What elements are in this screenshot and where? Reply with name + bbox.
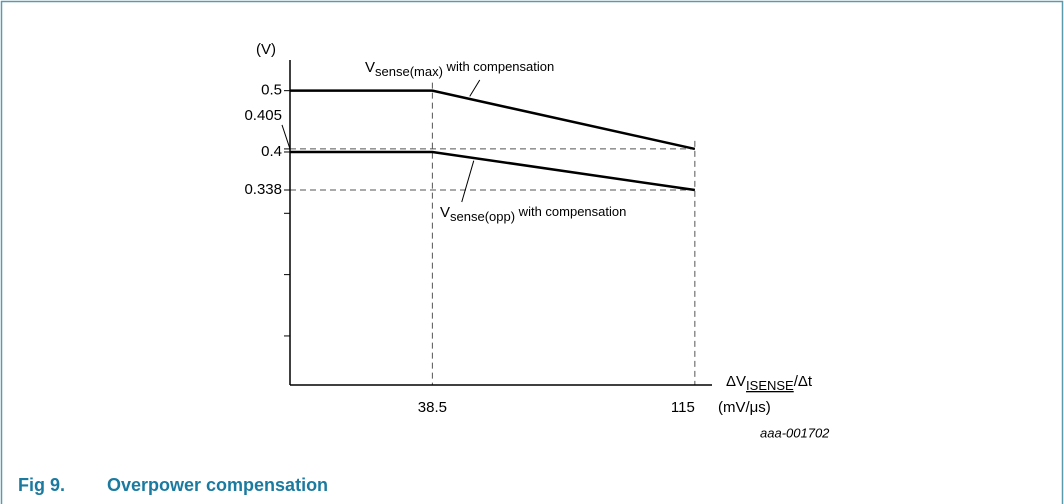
caption-label: Fig 9.	[18, 475, 65, 495]
series-label-sub: sense(max)	[375, 64, 443, 79]
x-tick-label: 38.5	[418, 399, 447, 416]
y-tick-label: 0.338	[244, 181, 282, 198]
x-axis-unit: (mV/μs)	[718, 399, 771, 416]
series-label-main: V	[365, 59, 375, 76]
x-axis-label-main: ΔV	[726, 373, 746, 390]
y-tick-label: 0.5	[261, 82, 282, 99]
series-label-rest: with compensation	[443, 59, 554, 74]
series-label: Vsense(max) with compensation	[365, 59, 554, 79]
series-label-sub: sense(opp)	[450, 209, 515, 224]
series-label: Vsense(opp) with compensation	[440, 204, 626, 224]
x-tick-label: 115	[671, 399, 695, 416]
series-line	[290, 89, 696, 151]
caption-title: Overpower compensation	[107, 475, 328, 495]
x-axis-label-sub: ISENSE	[746, 378, 794, 393]
series-label-rest: with compensation	[515, 204, 626, 219]
x-axis-label: ΔVISENSE/Δt	[726, 373, 813, 393]
label-leader	[461, 160, 475, 203]
y-tick-label: 0.405	[244, 107, 282, 124]
y-axis-label: (V)	[256, 41, 276, 58]
label-leader	[281, 124, 291, 150]
series-label-main: V	[440, 204, 450, 221]
label-leader	[469, 79, 481, 97]
series-line	[290, 150, 696, 192]
x-axis-label-rest: /Δt	[794, 373, 813, 390]
figure-id: aaa-001702	[760, 425, 830, 440]
y-tick-label: 0.4	[261, 143, 282, 160]
